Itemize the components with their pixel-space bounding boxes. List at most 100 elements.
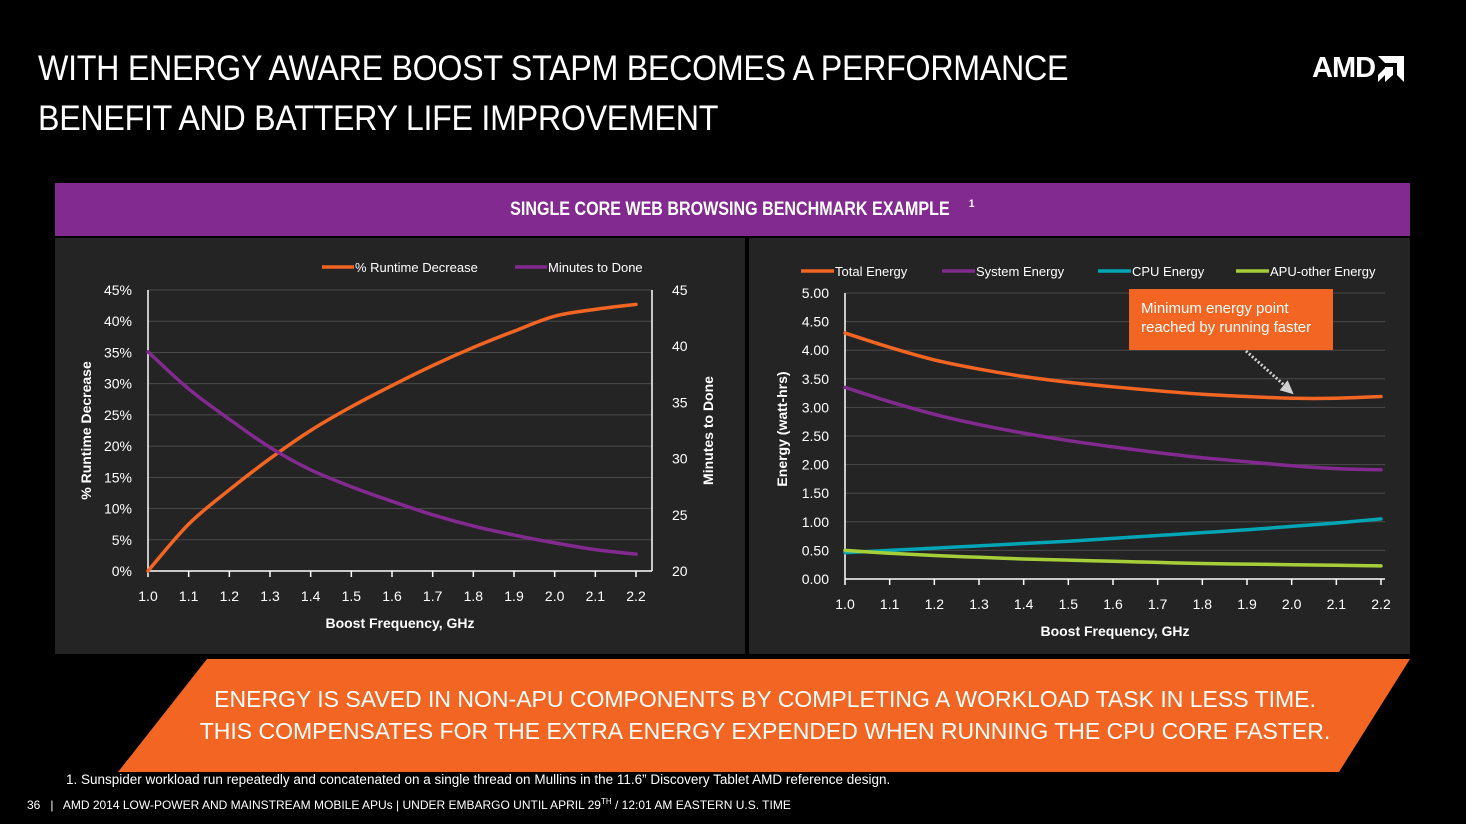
x-tick-label: 2.0 bbox=[545, 588, 565, 604]
minimum-energy-callout: Minimum energy point reached by running … bbox=[1129, 289, 1333, 350]
x-tick-label: 1.6 bbox=[1103, 596, 1123, 612]
conclusion-parallelogram bbox=[118, 659, 1410, 772]
amd-logo: AMD bbox=[1312, 52, 1405, 85]
y-tick-label: 2.50 bbox=[802, 428, 829, 444]
y-tick-label: 30% bbox=[104, 376, 132, 392]
x-tick-label: 1.2 bbox=[220, 588, 240, 604]
banner-text: SINGLE CORE WEB BROWSING BENCHMARK EXAMP… bbox=[509, 198, 950, 220]
legend-label: System Energy bbox=[976, 264, 1065, 279]
x-axis-title: Boost Frequency, GHz bbox=[1040, 623, 1189, 639]
legend-label: Total Energy bbox=[835, 264, 908, 279]
x-tick-label: 1.4 bbox=[301, 588, 321, 604]
series-line-apu-other-energy bbox=[843, 548, 1383, 568]
y2-axis-title: Minutes to Done bbox=[700, 376, 716, 485]
x-tick-label: 1.5 bbox=[1059, 596, 1079, 612]
x-tick-label: 1.1 bbox=[880, 596, 900, 612]
annotation-arrow-line bbox=[1245, 349, 1289, 390]
y-tick-label: 15% bbox=[104, 469, 132, 485]
runtime-chart: 0% 5% 10% 15% 20% 25% 30% 35% 40% 45% 20 25 30 35 40 45… bbox=[78, 260, 716, 631]
legend-label: APU-other Energy bbox=[1270, 264, 1376, 279]
embargo-text: UNDER EMBARGO UNTIL APRIL 29 bbox=[402, 798, 601, 812]
y-tick-label: 0.50 bbox=[802, 542, 829, 558]
x-tick-label: 1.8 bbox=[464, 588, 484, 604]
y-tick-label: 0% bbox=[112, 563, 132, 579]
x-tick-label: 2.1 bbox=[586, 588, 606, 604]
x-axis-title: Boost Frequency, GHz bbox=[325, 615, 474, 631]
x-tick-label: 1.2 bbox=[925, 596, 945, 612]
x-tick-label: 1.4 bbox=[1014, 596, 1034, 612]
x-tick-label: 1.7 bbox=[1148, 596, 1168, 612]
y-tick-label: 10% bbox=[104, 501, 132, 517]
y2-tick-label: 40 bbox=[672, 338, 688, 354]
x-tick-label: 1.9 bbox=[1237, 596, 1257, 612]
logo-text: AMD bbox=[1312, 52, 1376, 84]
y-tick-label: 5% bbox=[112, 532, 132, 548]
y-tick-label: 45% bbox=[104, 282, 132, 298]
conclusion-line-1: ENERGY IS SAVED IN NON-APU COMPONENTS BY… bbox=[214, 686, 1316, 712]
y-tick-label: 1.50 bbox=[802, 485, 829, 501]
y2-tick-label: 35 bbox=[672, 394, 688, 410]
embargo-time: / 12:01 AM EASTERN U.S. TIME bbox=[611, 798, 791, 812]
x-tick-label: 2.0 bbox=[1282, 596, 1302, 612]
x-tick-label: 2.2 bbox=[626, 588, 646, 604]
runtime-chart-panel: 0% 5% 10% 15% 20% 25% 30% 35% 40% 45% 20 25 30 35 40 45… bbox=[55, 238, 745, 654]
y-axis-title: Energy (watt-hrs) bbox=[774, 371, 790, 486]
series-line-runtime-decrease bbox=[146, 302, 638, 573]
x-tick-label: 1.8 bbox=[1193, 596, 1213, 612]
x-tick-label: 2.1 bbox=[1327, 596, 1347, 612]
y-tick-label: 25% bbox=[104, 407, 132, 423]
y-tick-label: 40% bbox=[104, 313, 132, 329]
series-line-total-energy bbox=[843, 331, 1383, 401]
footnote: 1. Sunspider workload run repeatedly and… bbox=[66, 772, 891, 787]
y-axis-title: % Runtime Decrease bbox=[78, 361, 94, 500]
energy-chart: 0.00 0.50 1.00 1.50 2.00 2.50 3.00 3.50 4.00 4.50… bbox=[774, 264, 1391, 639]
y-tick-label: 35% bbox=[104, 344, 132, 360]
legend-label: CPU Energy bbox=[1132, 264, 1205, 279]
y2-tick-label: 25 bbox=[672, 507, 688, 523]
annotation-arrowhead-icon bbox=[1279, 380, 1294, 395]
series-line-cpu-energy bbox=[843, 517, 1383, 555]
callout-line-2: reached by running faster bbox=[1141, 319, 1312, 336]
y-tick-label: 3.50 bbox=[802, 371, 829, 387]
section-banner: SINGLE CORE WEB BROWSING BENCHMARK EXAMP… bbox=[55, 183, 1410, 236]
y-tick-label: 4.50 bbox=[802, 314, 829, 330]
footer-divider: | bbox=[43, 798, 61, 812]
y2-tick-label: 45 bbox=[672, 282, 688, 298]
slide-title: WITH ENERGY AWARE BOOST STAPM BECOMES A … bbox=[38, 44, 1068, 144]
series-line-system-energy bbox=[843, 385, 1383, 472]
y2-tick-label: 20 bbox=[672, 563, 688, 579]
footer-divider: | bbox=[396, 798, 403, 812]
x-tick-label: 2.2 bbox=[1371, 596, 1391, 612]
y-tick-label: 20% bbox=[104, 438, 132, 454]
y2-tick-label: 30 bbox=[672, 451, 688, 467]
x-tick-label: 1.6 bbox=[382, 588, 402, 604]
y-tick-label: 4.00 bbox=[802, 342, 829, 358]
conclusion-line-2: THIS COMPENSATES FOR THE EXTRA ENERGY EX… bbox=[199, 718, 1331, 744]
x-tick-label: 1.0 bbox=[835, 596, 855, 612]
y-tick-label: 0.00 bbox=[802, 571, 829, 587]
embargo-sup: TH bbox=[600, 797, 612, 806]
series-line-minutes-to-done bbox=[146, 350, 638, 556]
x-tick-label: 1.3 bbox=[260, 588, 280, 604]
footer-title: AMD 2014 LOW-POWER AND MAINSTREAM MOBILE… bbox=[62, 798, 393, 812]
x-tick-label: 1.5 bbox=[342, 588, 362, 604]
y-tick-label: 1.00 bbox=[802, 514, 829, 530]
callout-line-1: Minimum energy point bbox=[1141, 300, 1289, 317]
page-number: 36 bbox=[27, 798, 41, 812]
legend-label: % Runtime Decrease bbox=[355, 260, 478, 275]
y-tick-label: 5.00 bbox=[802, 285, 829, 301]
banner-footnote-ref: 1 bbox=[968, 198, 975, 211]
x-tick-label: 1.3 bbox=[969, 596, 989, 612]
conclusion-banner: ENERGY IS SAVED IN NON-APU COMPONENTS BY… bbox=[0, 659, 1466, 772]
y-tick-label: 2.00 bbox=[802, 457, 829, 473]
banner-title: SINGLE CORE WEB BROWSING BENCHMARK EXAMP… bbox=[491, 198, 974, 220]
slide-footer: 36 | AMD 2014 LOW-POWER AND MAINSTREAM M… bbox=[27, 797, 791, 812]
title-line-1: WITH ENERGY AWARE BOOST STAPM BECOMES A … bbox=[38, 49, 1069, 88]
x-tick-label: 1.0 bbox=[138, 588, 158, 604]
x-tick-label: 1.7 bbox=[423, 588, 443, 604]
y-tick-label: 3.00 bbox=[802, 399, 829, 415]
legend-label: Minutes to Done bbox=[548, 260, 643, 275]
x-tick-label: 1.1 bbox=[179, 588, 199, 604]
amd-arrow-icon bbox=[1378, 55, 1405, 82]
x-tick-label: 1.9 bbox=[504, 588, 524, 604]
